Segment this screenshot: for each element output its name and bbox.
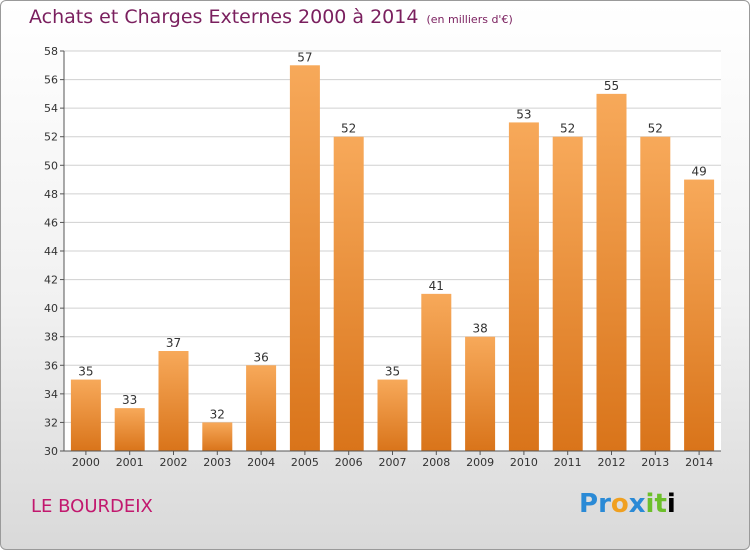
bar bbox=[158, 351, 189, 451]
data-label: 53 bbox=[516, 107, 531, 121]
bar bbox=[640, 136, 671, 451]
y-tick-label: 56 bbox=[44, 74, 58, 87]
bar bbox=[596, 93, 627, 451]
bar bbox=[289, 65, 320, 452]
y-tick-label: 36 bbox=[44, 359, 58, 372]
x-tick-label: 2009 bbox=[466, 456, 494, 469]
x-tick-label: 2011 bbox=[554, 456, 582, 469]
y-tick-label: 38 bbox=[44, 331, 58, 344]
data-label: 36 bbox=[253, 350, 268, 364]
data-label: 57 bbox=[297, 50, 312, 64]
chart-title: Achats et Charges Externes 2000 à 2014 (e… bbox=[29, 6, 513, 28]
bar bbox=[246, 365, 277, 451]
data-label: 55 bbox=[604, 79, 619, 93]
data-label: 32 bbox=[210, 407, 225, 421]
bar bbox=[377, 379, 408, 451]
data-label: 38 bbox=[472, 322, 487, 336]
x-tick-label: 2010 bbox=[510, 456, 538, 469]
x-tick-label: 2005 bbox=[291, 456, 319, 469]
x-tick-label: 2001 bbox=[116, 456, 144, 469]
x-tick-label: 2002 bbox=[160, 456, 188, 469]
bar bbox=[552, 136, 583, 451]
data-label: 37 bbox=[166, 336, 181, 350]
y-tick-label: 46 bbox=[44, 216, 58, 229]
logo-letter: P bbox=[579, 489, 599, 519]
data-label: 33 bbox=[122, 393, 137, 407]
bar bbox=[684, 179, 715, 452]
y-tick-label: 34 bbox=[44, 388, 58, 401]
logo-letter: r bbox=[598, 489, 611, 519]
y-tick-label: 30 bbox=[44, 445, 58, 458]
data-label: 41 bbox=[429, 279, 444, 293]
x-tick-label: 2014 bbox=[685, 456, 713, 469]
data-label: 35 bbox=[78, 365, 93, 379]
x-tick-label: 2004 bbox=[247, 456, 275, 469]
y-tick-label: 58 bbox=[44, 45, 58, 58]
bar bbox=[421, 293, 452, 451]
proxiti-logo: Proxiti bbox=[579, 489, 676, 519]
logo-letter: i bbox=[645, 489, 655, 519]
x-tick-label: 2012 bbox=[598, 456, 626, 469]
bar bbox=[114, 408, 145, 451]
bar bbox=[465, 336, 496, 451]
bar bbox=[202, 422, 233, 451]
x-tick-label: 2008 bbox=[422, 456, 450, 469]
y-tick-label: 32 bbox=[44, 416, 58, 429]
x-tick-label: 2007 bbox=[379, 456, 407, 469]
logo-letter: t bbox=[654, 489, 667, 519]
y-tick-label: 54 bbox=[44, 102, 58, 115]
y-tick-label: 44 bbox=[44, 245, 58, 258]
logo-letter: x bbox=[628, 489, 646, 519]
x-tick-label: 2000 bbox=[72, 456, 100, 469]
y-tick-label: 48 bbox=[44, 188, 58, 201]
logo-letter: o bbox=[610, 489, 629, 519]
y-tick-label: 42 bbox=[44, 274, 58, 287]
y-tick-label: 50 bbox=[44, 159, 58, 172]
data-label: 52 bbox=[560, 122, 575, 136]
location-label: LE BOURDEIX bbox=[31, 496, 153, 517]
chart-title-text: Achats et Charges Externes 2000 à 2014 bbox=[29, 6, 419, 28]
chart-unit: (en milliers d'€) bbox=[426, 13, 513, 26]
data-label: 52 bbox=[341, 122, 356, 136]
data-label: 35 bbox=[385, 365, 400, 379]
y-tick-label: 40 bbox=[44, 302, 58, 315]
bar bbox=[508, 122, 539, 451]
bar bbox=[333, 136, 364, 451]
x-tick-label: 2003 bbox=[203, 456, 231, 469]
data-label: 52 bbox=[648, 122, 663, 136]
y-tick-label: 52 bbox=[44, 131, 58, 144]
x-tick-label: 2006 bbox=[335, 456, 363, 469]
logo-letter: i bbox=[666, 489, 676, 519]
data-label: 49 bbox=[691, 165, 706, 179]
bar bbox=[70, 379, 101, 451]
x-tick-label: 2013 bbox=[641, 456, 669, 469]
